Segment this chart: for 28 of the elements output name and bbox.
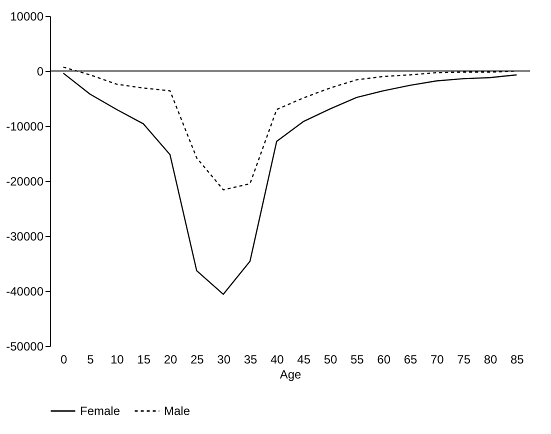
y-tick-label: -40000	[6, 284, 44, 298]
x-tick-label: 75	[457, 352, 471, 366]
x-tick-label: 85	[510, 352, 524, 366]
x-tick-label: 20	[164, 352, 178, 366]
y-tick-label: 10000	[10, 10, 44, 24]
y-tick-label: -30000	[6, 230, 44, 244]
y-tick-label: -20000	[6, 174, 44, 188]
y-tick-label: 0	[36, 64, 44, 78]
x-tick-label: 40	[270, 352, 284, 366]
x-tick-label: 35	[244, 352, 258, 366]
y-tick-label: -50000	[6, 340, 44, 354]
x-tick-label: 70	[430, 352, 444, 366]
x-tick-label: 0	[60, 352, 68, 366]
x-tick-label: 15	[137, 352, 151, 366]
x-tick-label: 5	[87, 352, 94, 366]
legend-label: Male	[164, 404, 190, 418]
x-axis-title: Age	[280, 368, 302, 382]
x-tick-label: 80	[484, 352, 498, 366]
x-tick-label: 25	[190, 352, 204, 366]
x-tick-label: 60	[377, 352, 391, 366]
x-tick-label: 65	[404, 352, 418, 366]
x-tick-label: 10	[110, 352, 124, 366]
x-tick-label: 45	[297, 352, 311, 366]
x-tick-label: 50	[324, 352, 338, 366]
x-tick-label: 30	[217, 352, 231, 366]
y-tick-label: -10000	[6, 120, 44, 134]
x-tick-label: 55	[350, 352, 364, 366]
legend-label: Female	[80, 404, 120, 418]
